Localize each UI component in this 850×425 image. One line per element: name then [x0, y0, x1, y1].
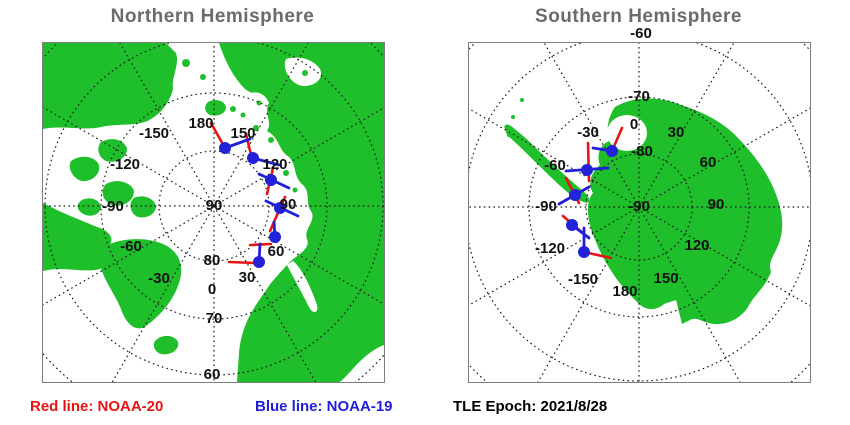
grid-labels-layer: 180 150 -150 120 -120 90 -90 60 -60 30 -30 0 90 80 70 6… — [102, 115, 296, 383]
satellite-marker — [606, 145, 618, 157]
north-hemisphere-title: Northern Hemisphere — [110, 6, 315, 27]
legend-blue-line: Blue line: NOAA-19 — [255, 398, 393, 415]
satellite-marker — [569, 189, 581, 201]
grid-label: 120 — [684, 237, 709, 254]
grid-label: 90 — [708, 196, 725, 213]
grid-label: 90 — [206, 197, 223, 214]
satellite-marker — [265, 174, 277, 186]
south-map-canvas: 0 30 60 90 120 150 180 -150-120 -90 -60 -30 -60 -70 -… — [469, 25, 810, 382]
grid-label: 0 — [630, 116, 638, 133]
grid-label: -120 — [535, 240, 565, 257]
satellite-marker — [581, 164, 593, 176]
grid-label: 90 — [280, 196, 297, 213]
satellite-marker — [274, 202, 286, 214]
north-map-canvas: 180 150 -150 120 -120 90 -90 60 -60 30 -30 0 90 80 70 6… — [43, 43, 384, 383]
grid-label: -30 — [577, 124, 599, 141]
grid-label: 60 — [268, 243, 285, 260]
south-clipped-layer — [469, 43, 810, 382]
grid-label: -30 — [148, 270, 170, 287]
grid-label: -60 — [630, 25, 652, 42]
grid-label: 70 — [206, 310, 223, 327]
legend-red-line: Red line: NOAA-20 — [30, 398, 164, 415]
grid-label: -120 — [110, 156, 140, 173]
grid-label: -90 — [628, 198, 650, 215]
grid-label: -60 — [120, 238, 142, 255]
grid-label: 120 — [262, 156, 287, 173]
grid-label: 180 — [188, 115, 213, 132]
satellite-marker — [253, 256, 265, 268]
tle-epoch-label: TLE Epoch: 2021/8/28 — [453, 398, 608, 415]
satellite-markers — [219, 142, 286, 268]
grid-label: 30 — [239, 269, 256, 286]
satellite-marker — [578, 246, 590, 258]
satellite-marker — [566, 219, 578, 231]
north-hemisphere-map: 180 150 -150 120 -120 90 -90 60 -60 30 -30 0 90 80 70 6… — [42, 42, 385, 383]
satellite-markers — [566, 145, 618, 258]
grid-label: -70 — [628, 88, 650, 105]
grid-label: -150 — [139, 125, 169, 142]
graticule-layer — [469, 43, 810, 382]
grid-label: 0 — [208, 281, 216, 298]
grid-label: -80 — [631, 143, 653, 160]
south-hemisphere-map: 0 30 60 90 120 150 180 -150 -120 -90 -60 -30 -60 -70 -… — [468, 25, 811, 383]
grid-label: 30 — [668, 124, 685, 141]
land-layer — [43, 43, 384, 382]
satellite-marker — [269, 231, 281, 243]
graticule-layer — [43, 43, 384, 382]
south-hemisphere-title: Southern Hemisphere — [535, 6, 742, 27]
grid-label: 60 — [700, 154, 717, 171]
grid-labels-layer: 0 30 60 90 120 150 180 -150-120 -90 -60 -30 -60 -70 -… — [535, 25, 724, 300]
grid-label: -90 — [535, 198, 557, 215]
grid-label: 60 — [204, 366, 221, 383]
satellite-marker — [247, 152, 259, 164]
grid-label: 80 — [204, 252, 221, 269]
grid-label: 150 — [653, 270, 678, 287]
grid-label: 150 — [230, 125, 255, 142]
grid-label: 180 — [612, 283, 637, 300]
grid-label: -150 — [568, 271, 598, 288]
grid-label: -60 — [544, 157, 566, 174]
satellite-marker — [219, 142, 231, 154]
grid-label: -90 — [102, 198, 124, 215]
north-clipped-layer — [43, 43, 384, 382]
